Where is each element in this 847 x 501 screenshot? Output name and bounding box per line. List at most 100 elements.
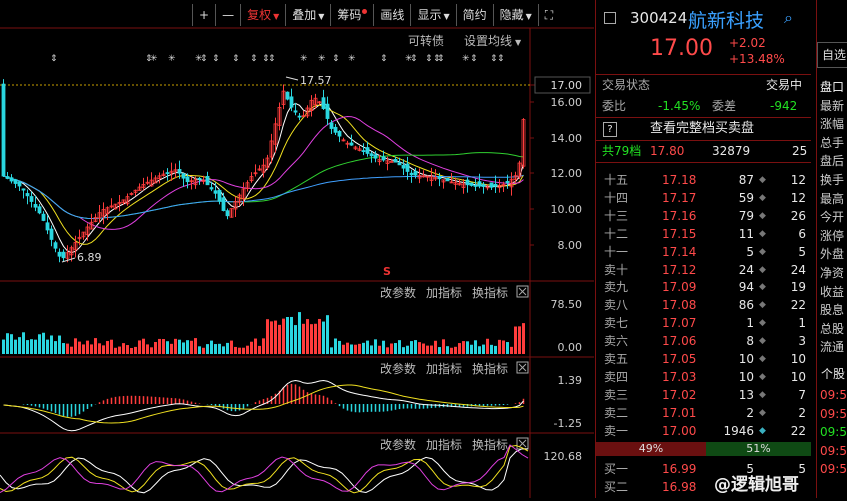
simple-mode-button[interactable]: 简约: [455, 4, 493, 26]
side-tab[interactable]: 换手: [820, 173, 845, 187]
kdj-lines: [0, 444, 529, 494]
search-icon[interactable]: ⌕: [784, 8, 793, 27]
volume-bar: [378, 345, 381, 354]
kdj-switch-indicator-button[interactable]: 换指标: [472, 437, 508, 452]
ask-row[interactable]: 卖四 17.03 10 ◆ 10: [596, 368, 811, 386]
candle-body: [229, 208, 234, 218]
side-tab[interactable]: 流通: [820, 340, 845, 355]
side-tab[interactable]: 涨停: [820, 228, 845, 243]
side-tab[interactable]: 股息: [820, 303, 845, 318]
candle-body: [25, 193, 30, 197]
side-tab[interactable]: 外盘: [820, 247, 845, 262]
ask-orders: 22: [790, 423, 806, 438]
volume-bar: [450, 347, 453, 354]
kline-svg[interactable]: 17.00 16.00 14.00 12.00 10.00 8.00 可转债 设…: [0, 0, 594, 498]
self-select-button[interactable]: 自选: [817, 42, 847, 68]
ask-row[interactable]: 卖七 17.07 1 ◆ 1: [596, 314, 811, 332]
ma-setting-dropdown-icon[interactable]: ▼: [515, 38, 522, 47]
side-tab[interactable]: 净资: [820, 266, 845, 280]
side-tab[interactable]: 收益: [820, 284, 845, 299]
side-tab[interactable]: 盘口: [820, 80, 845, 94]
help-icon[interactable]: ?: [603, 122, 617, 137]
volume-bar: [222, 346, 225, 354]
price-axis-14: 14.00: [551, 132, 583, 145]
ask-row[interactable]: 十五 17.18 87 ◆ 12: [596, 171, 811, 189]
side-tab[interactable]: 最高: [820, 191, 845, 206]
ask-volume: 8: [746, 334, 754, 349]
bid-row[interactable]: 买二 16.98: [596, 478, 811, 496]
fuquan-button[interactable]: 复权 ▼: [240, 4, 285, 26]
kdj-add-indicator-button[interactable]: 加指标: [426, 437, 462, 452]
ask-level-label: 卖三: [604, 387, 629, 402]
hide-button[interactable]: 隐藏 ▼: [492, 4, 538, 26]
convertible-bond-label[interactable]: 可转债: [408, 33, 444, 48]
volume-bar: [30, 339, 33, 354]
ask-row[interactable]: 卖八 17.08 86 ◆ 22: [596, 296, 811, 314]
macd-close-icon[interactable]: [516, 361, 529, 374]
candle-body: [285, 91, 290, 100]
macd-add-indicator-button[interactable]: 加指标: [426, 361, 462, 376]
ask-row[interactable]: 十三 17.16 79 ◆ 26: [596, 207, 811, 225]
chevron-down-icon: ▼: [318, 12, 325, 21]
event-markers[interactable]: ⇕ ⇕✳ ✳ ✳⇕ ⇕ ⇕ ⇕ ⇕⇕ ✳ ✳ ⇕ ✳ ⇕ ✳⇕ ⇕ ⇕⇕ ✳ ⇕ ⇕ ⇕: [50, 54, 505, 64]
volume-bar: [254, 338, 257, 354]
ask-row[interactable]: 卖五 17.05 10 ◆ 10: [596, 350, 811, 368]
zoom-out-button[interactable]: —: [215, 4, 240, 26]
volume-bar: [362, 342, 365, 354]
ask-orders: 1: [798, 316, 806, 331]
ask-row[interactable]: 卖一 17.00 1946 ◆ 22: [596, 422, 811, 440]
volume-switch-indicator-button[interactable]: 换指标: [472, 285, 508, 300]
volume-bar: [518, 326, 521, 354]
fuquan-label: 复权: [247, 8, 272, 22]
volume-params-button[interactable]: 改参数: [380, 285, 416, 300]
bid-row[interactable]: 买一 16.99 5 5: [596, 460, 811, 478]
candle-body: [121, 199, 126, 203]
side-tab[interactable]: 最新: [820, 98, 845, 113]
ask-row[interactable]: 十一 17.14 5 ◆ 5: [596, 243, 811, 261]
side-detail-label[interactable]: 个股: [821, 367, 846, 381]
zoom-in-button[interactable]: +: [192, 4, 215, 26]
display-button[interactable]: 显示 ▼: [410, 4, 455, 26]
volume-add-indicator-button[interactable]: 加指标: [426, 285, 462, 300]
candle-body: [361, 150, 366, 152]
ask-row[interactable]: 卖十 17.12 24 ◆ 24: [596, 261, 811, 279]
event-marker-icon: ⇕: [145, 54, 153, 64]
side-tab[interactable]: 盘后: [820, 154, 845, 169]
ask-orders: 10: [790, 369, 806, 384]
kdj-params-button[interactable]: 改参数: [380, 437, 416, 452]
volume-bar: [402, 347, 405, 354]
ask-row[interactable]: 卖三 17.02 13 ◆ 7: [596, 386, 811, 404]
chip-distribution-button[interactable]: 筹码: [330, 4, 373, 26]
macd-params-button[interactable]: 改参数: [380, 361, 416, 376]
side-tab[interactable]: 涨幅: [820, 117, 845, 132]
ma-setting-button[interactable]: 设置均线: [464, 34, 512, 48]
ask-level-label: 卖十: [604, 262, 629, 277]
candle-body: [513, 175, 518, 180]
volume-close-icon[interactable]: [516, 285, 529, 298]
macd-switch-indicator-button[interactable]: 换指标: [472, 361, 508, 376]
ask-row[interactable]: 卖九 17.09 94 ◆ 19: [596, 278, 811, 296]
volume-bar: [102, 345, 105, 354]
side-tab[interactable]: 总股: [820, 321, 845, 336]
overlay-button[interactable]: 叠加 ▼: [285, 4, 330, 26]
stock-name[interactable]: 航新科技: [688, 10, 765, 32]
fullscreen-icon[interactable]: ⛶: [537, 4, 559, 26]
diamond-icon: ◆: [759, 210, 766, 221]
volume-bar: [174, 338, 177, 354]
ask-row[interactable]: 十二 17.15 11 ◆ 6: [596, 225, 811, 243]
ask-volume: 94: [738, 280, 754, 295]
ask-row[interactable]: 卖六 17.06 8 ◆ 3: [596, 332, 811, 350]
ask-orders: 22: [790, 298, 806, 313]
side-tab[interactable]: 总手: [820, 135, 845, 150]
side-tab[interactable]: 今开: [820, 210, 845, 225]
candle-body: [201, 180, 206, 182]
candle-body: [113, 203, 118, 210]
ask-row[interactable]: 十四 17.17 59 ◆ 12: [596, 189, 811, 207]
draw-line-button[interactable]: 画线: [373, 4, 410, 26]
kline-chart-area[interactable]: 17.00 16.00 14.00 12.00 10.00 8.00 可转债 设…: [0, 0, 594, 498]
collapse-icon[interactable]: [604, 12, 616, 24]
volume-bar: [94, 338, 97, 354]
full-order-book-link[interactable]: 查看完整档买卖盘: [650, 121, 755, 136]
ask-row[interactable]: 卖二 17.01 2 ◆ 2: [596, 404, 811, 422]
volume-bar: [370, 345, 373, 354]
